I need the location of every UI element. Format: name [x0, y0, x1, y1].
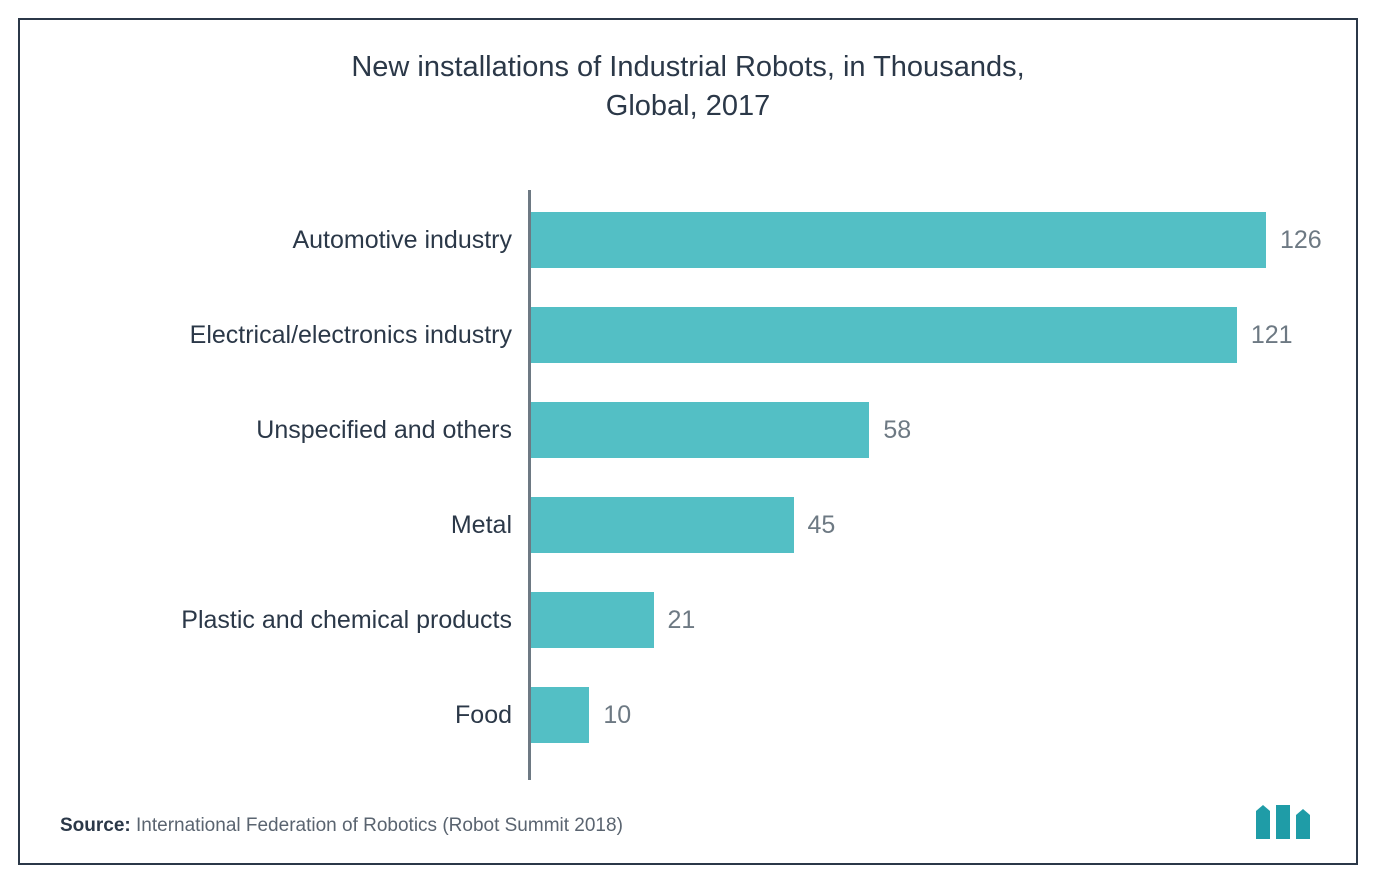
category-label: Automotive industry [142, 226, 512, 255]
bar [531, 212, 1266, 268]
title-line-1: New installations of Industrial Robots, … [351, 51, 1024, 83]
chart-plot-area: Automotive industry126 Electrical/electro… [150, 190, 1280, 780]
value-label: 58 [883, 416, 911, 445]
title-line-2: Global, 2017 [606, 90, 770, 122]
category-label: Plastic and chemical products [142, 606, 512, 635]
bar [531, 497, 794, 553]
bar [531, 592, 654, 648]
category-label: Food [142, 701, 512, 730]
value-label: 126 [1280, 226, 1322, 255]
bar [531, 307, 1237, 363]
bar-row: Metal45 [150, 497, 1280, 553]
bar [531, 402, 869, 458]
bar-row: Automotive industry126 [150, 212, 1280, 268]
bar-row: Food10 [150, 687, 1280, 743]
value-label: 21 [668, 606, 696, 635]
source-attribution: Source: International Federation of Robo… [60, 815, 623, 837]
value-label: 10 [603, 701, 631, 730]
category-label: Metal [142, 511, 512, 540]
brand-logo [1256, 805, 1316, 839]
chart-frame: New installations of Industrial Robots, … [18, 18, 1358, 865]
source-prefix: Source: [60, 815, 131, 836]
source-text: International Federation of Robotics (Ro… [136, 815, 623, 836]
logo-icon [1256, 805, 1316, 839]
bar-row: Electrical/electronics industry121 [150, 307, 1280, 363]
bar [531, 687, 589, 743]
category-label: Unspecified and others [142, 416, 512, 445]
chart-title: New installations of Industrial Robots, … [20, 48, 1356, 126]
value-label: 121 [1251, 321, 1293, 350]
category-label: Electrical/electronics industry [142, 321, 512, 350]
bar-row: Plastic and chemical products21 [150, 592, 1280, 648]
value-label: 45 [808, 511, 836, 540]
bar-row: Unspecified and others58 [150, 402, 1280, 458]
